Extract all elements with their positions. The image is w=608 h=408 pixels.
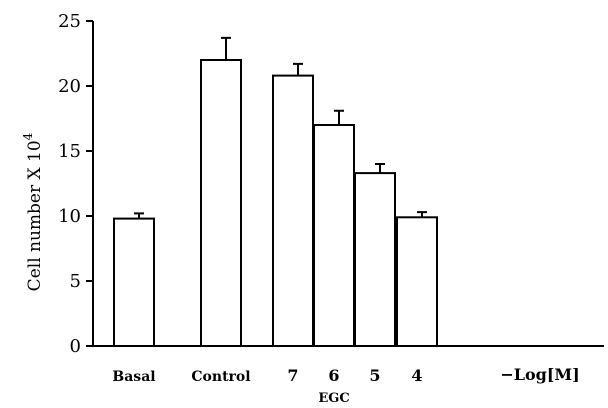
- y-tick-label: 15: [58, 141, 81, 162]
- y-tick-label: 0: [70, 336, 81, 357]
- x-tick-label: 7: [287, 366, 298, 385]
- bar-basal: [113, 217, 155, 348]
- x-tick-label: Control: [191, 369, 250, 385]
- bar-4: [396, 216, 438, 347]
- bar-control: [200, 59, 242, 347]
- y-axis-title-main: Cell number X 10: [25, 140, 45, 291]
- error-bar-control: [221, 36, 231, 60]
- error-bars: [134, 36, 427, 219]
- error-bar-6: [334, 109, 344, 125]
- axis-note: −Log[M]: [500, 365, 579, 384]
- group-label: EGC: [318, 391, 349, 406]
- bars: [113, 59, 438, 348]
- y-tick-label: 25: [58, 11, 81, 32]
- x-tick-label: 5: [369, 366, 380, 385]
- x-tick-label: Basal: [112, 369, 155, 385]
- y-ticks: 0 5 10 15 20 25: [58, 11, 93, 357]
- bar-6: [313, 124, 355, 347]
- bar-7: [272, 74, 314, 347]
- x-tick-label: 6: [328, 366, 339, 385]
- y-tick-label: 10: [58, 206, 81, 227]
- y-tick-label: 20: [58, 76, 81, 97]
- error-bar-4: [417, 211, 427, 218]
- error-bar-7: [293, 62, 303, 76]
- x-tick-label: 4: [411, 366, 422, 385]
- x-tick-labels: Basal Control 7 6 5 4: [112, 366, 422, 385]
- bar-5: [354, 172, 396, 347]
- y-axis-title: Cell number X 104: [21, 132, 45, 291]
- y-axis-title-exponent: 4: [21, 132, 35, 140]
- error-bar-5: [375, 163, 385, 174]
- y-tick-label: 5: [70, 271, 81, 292]
- error-bar-basal: [134, 212, 144, 219]
